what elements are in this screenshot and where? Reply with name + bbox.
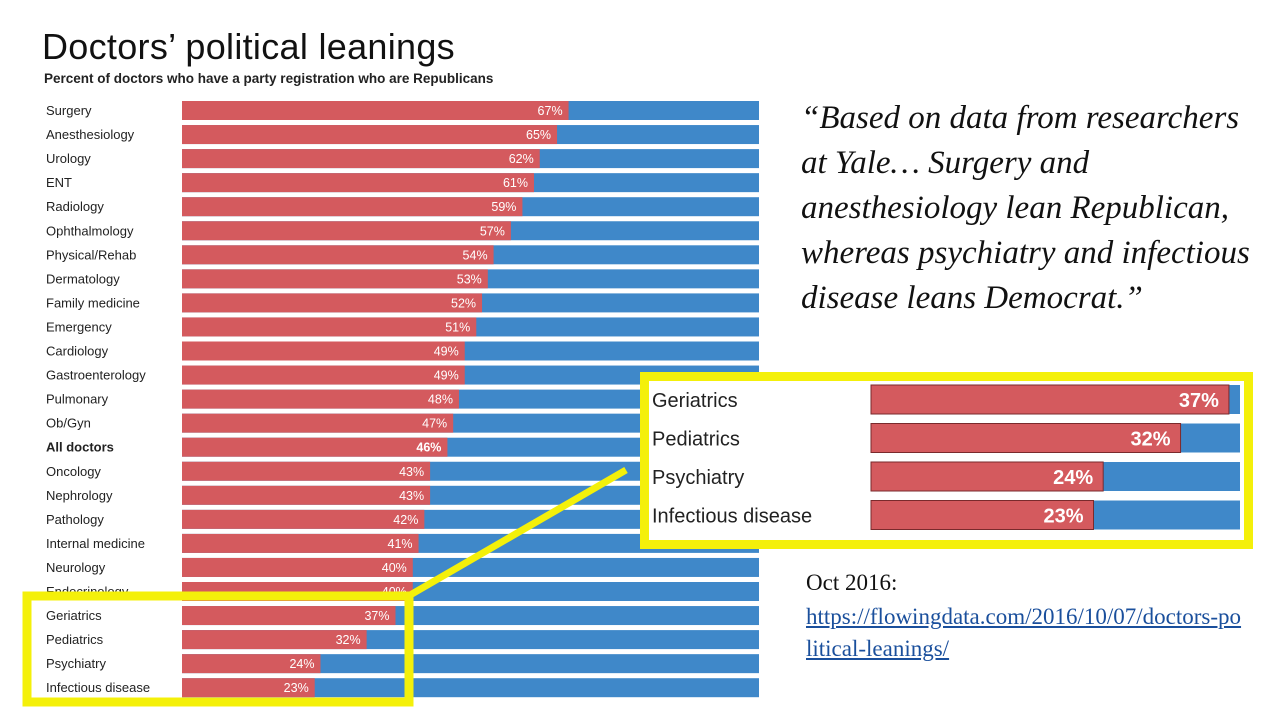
bar-republican: [182, 533, 419, 553]
category-label: Psychiatry: [46, 656, 106, 671]
bar-republican: [182, 125, 558, 145]
category-label: Dermatology: [46, 271, 120, 286]
inset-value-label: 32%: [1131, 429, 1171, 451]
arrow-line: [403, 466, 628, 602]
bar-value-label: 23%: [284, 681, 309, 695]
bar-republican: [182, 678, 315, 698]
bar-democrat: [182, 654, 759, 674]
bar-value-label: 57%: [480, 224, 505, 238]
bar-republican: [182, 389, 459, 409]
bar-value-label: 59%: [491, 200, 516, 214]
bar-republican: [182, 197, 523, 217]
zoom-inset: 37% Geriatrics 32% Pediatrics 24% Psychiatry 2…: [640, 372, 1253, 549]
category-label: Infectious disease: [46, 680, 150, 695]
category-label: Surgery: [46, 103, 92, 118]
bar-value-label: 42%: [393, 513, 418, 527]
category-label: Physical/Rehab: [46, 247, 136, 262]
bar-value-label: 43%: [399, 489, 424, 503]
bar-republican: [182, 245, 494, 265]
bar-republican: [182, 606, 396, 626]
category-label: Pulmonary: [46, 392, 109, 407]
bar-republican: [182, 293, 483, 313]
category-label: ENT: [46, 175, 72, 190]
bar-value-label: 49%: [434, 369, 459, 383]
inset-value-label: 23%: [1043, 506, 1083, 528]
bar-value-label: 62%: [509, 152, 534, 166]
bar-republican: [182, 341, 465, 361]
bar-republican: [182, 149, 540, 169]
category-label: Cardiology: [46, 344, 109, 359]
bar-value-label: 67%: [538, 104, 563, 118]
category-label: Nephrology: [46, 488, 113, 503]
bar-value-label: 49%: [434, 345, 459, 359]
bar-republican: [182, 365, 465, 385]
category-label: All doctors: [46, 440, 114, 455]
bar-value-label: 51%: [445, 320, 470, 334]
source-date: Oct 2016:: [806, 570, 898, 595]
bar-value-label: 46%: [416, 441, 441, 455]
bar-value-label: 54%: [463, 248, 488, 262]
quote-text: “Based on data from researchers at Yale……: [801, 100, 1250, 316]
inset-category-label: Pediatrics: [652, 429, 740, 451]
highlight-box: [22, 591, 414, 707]
bar-republican: [182, 317, 477, 337]
bar-value-label: 37%: [364, 609, 389, 623]
bar-republican: [182, 557, 413, 577]
inset-category-label: Infectious disease: [652, 506, 812, 528]
bar-value-label: 48%: [428, 393, 453, 407]
category-label: Neurology: [46, 560, 106, 575]
inset-category-label: Geriatrics: [652, 390, 738, 412]
category-label: Pathology: [46, 512, 104, 527]
bar-republican: [182, 485, 431, 505]
bar-democrat: [182, 678, 759, 698]
inset-bar-republican: [870, 500, 1094, 530]
bar-republican: [182, 461, 431, 481]
bar-republican: [182, 413, 454, 433]
bar-republican: [182, 654, 321, 674]
category-label: Urology: [46, 151, 91, 166]
bar-value-label: 53%: [457, 272, 482, 286]
inset-bar-republican: [870, 461, 1104, 492]
category-label: Anesthesiology: [46, 127, 135, 142]
bar-republican: [182, 269, 488, 289]
category-label: Gastroenterology: [46, 368, 146, 383]
bar-value-label: 65%: [526, 128, 551, 142]
source-link[interactable]: https://flowingdata.com/2016/10/07/docto…: [806, 604, 1242, 661]
bar-republican: [182, 630, 367, 650]
bar-value-label: 41%: [388, 537, 413, 551]
category-label: Emergency: [46, 319, 112, 334]
category-label: Ob/Gyn: [46, 416, 91, 431]
bar-republican: [182, 173, 534, 193]
category-label: Internal medicine: [46, 536, 145, 551]
category-label: Pediatrics: [46, 632, 104, 647]
category-label: Geriatrics: [46, 608, 102, 623]
bar-value-label: 40%: [382, 561, 407, 575]
chart-subtitle: Percent of doctors who have a party regi…: [44, 71, 494, 86]
chart-title: Doctors’ political leanings: [42, 26, 455, 67]
bar-value-label: 61%: [503, 176, 528, 190]
inset-value-label: 24%: [1053, 467, 1093, 489]
category-label: Radiology: [46, 199, 104, 214]
inset-bar-republican: [870, 384, 1230, 415]
bar-value-label: 32%: [336, 633, 361, 647]
bar-value-label: 47%: [422, 417, 447, 431]
inset-bar-republican: [870, 423, 1182, 453]
bar-value-label: 52%: [451, 296, 476, 310]
bar-value-label: 24%: [289, 657, 314, 671]
inset-category-label: Psychiatry: [652, 467, 744, 489]
bar-republican: [182, 221, 511, 241]
category-label: Family medicine: [46, 295, 140, 310]
bar-republican: [182, 509, 425, 529]
bar-value-label: 43%: [399, 465, 424, 479]
bar-republican: [182, 437, 448, 457]
bar-chart: 67% Surgery 65% Anesthesiology 62% Urology 61%…: [22, 101, 759, 707]
category-label: Oncology: [46, 464, 101, 479]
inset-value-label: 37%: [1179, 390, 1219, 412]
bar-republican: [182, 101, 569, 120]
category-label: Ophthalmology: [46, 223, 134, 238]
